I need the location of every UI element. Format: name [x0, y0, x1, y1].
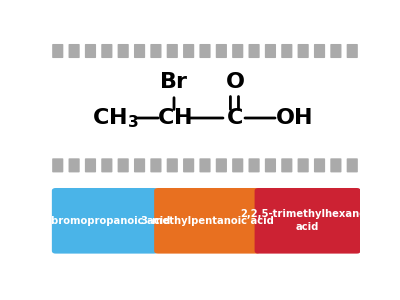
- FancyBboxPatch shape: [134, 158, 145, 172]
- FancyBboxPatch shape: [248, 158, 260, 172]
- FancyBboxPatch shape: [248, 44, 260, 58]
- FancyBboxPatch shape: [330, 158, 342, 172]
- FancyBboxPatch shape: [101, 158, 112, 172]
- Text: $\mathbf{OH}$: $\mathbf{OH}$: [275, 108, 312, 128]
- FancyBboxPatch shape: [347, 44, 358, 58]
- FancyBboxPatch shape: [118, 44, 129, 58]
- FancyBboxPatch shape: [200, 158, 210, 172]
- FancyBboxPatch shape: [85, 44, 96, 58]
- FancyBboxPatch shape: [101, 44, 112, 58]
- FancyBboxPatch shape: [298, 158, 309, 172]
- Text: $\mathbf{Br}$: $\mathbf{Br}$: [159, 72, 189, 92]
- FancyBboxPatch shape: [330, 44, 342, 58]
- FancyBboxPatch shape: [85, 158, 96, 172]
- FancyBboxPatch shape: [314, 44, 325, 58]
- FancyBboxPatch shape: [167, 44, 178, 58]
- FancyBboxPatch shape: [216, 44, 227, 58]
- Text: $\mathbf{CH_3}$: $\mathbf{CH_3}$: [92, 106, 138, 130]
- FancyBboxPatch shape: [347, 158, 358, 172]
- FancyBboxPatch shape: [200, 44, 210, 58]
- FancyBboxPatch shape: [68, 44, 80, 58]
- FancyBboxPatch shape: [281, 44, 292, 58]
- FancyBboxPatch shape: [265, 44, 276, 58]
- FancyBboxPatch shape: [68, 158, 80, 172]
- FancyBboxPatch shape: [298, 44, 309, 58]
- Text: $\mathbf{C}$: $\mathbf{C}$: [226, 108, 243, 128]
- FancyBboxPatch shape: [265, 158, 276, 172]
- FancyBboxPatch shape: [183, 158, 194, 172]
- FancyBboxPatch shape: [281, 158, 292, 172]
- FancyBboxPatch shape: [167, 158, 178, 172]
- Text: 3-methylpentanoic acid: 3-methylpentanoic acid: [141, 216, 274, 226]
- Text: 2-bromopropanoic acid: 2-bromopropanoic acid: [40, 216, 170, 226]
- FancyBboxPatch shape: [52, 44, 63, 58]
- FancyBboxPatch shape: [232, 158, 243, 172]
- FancyBboxPatch shape: [150, 44, 162, 58]
- FancyBboxPatch shape: [52, 158, 63, 172]
- Text: 2,2,5-trimethylhexanoic
acid: 2,2,5-trimethylhexanoic acid: [240, 209, 375, 232]
- FancyBboxPatch shape: [216, 158, 227, 172]
- FancyBboxPatch shape: [183, 44, 194, 58]
- Text: $\mathbf{CH}$: $\mathbf{CH}$: [156, 108, 192, 128]
- FancyBboxPatch shape: [52, 188, 158, 254]
- FancyBboxPatch shape: [150, 158, 162, 172]
- FancyBboxPatch shape: [314, 158, 325, 172]
- FancyBboxPatch shape: [255, 188, 361, 254]
- Text: $\mathbf{O}$: $\mathbf{O}$: [224, 72, 244, 92]
- FancyBboxPatch shape: [118, 158, 129, 172]
- FancyBboxPatch shape: [154, 188, 260, 254]
- FancyBboxPatch shape: [232, 44, 243, 58]
- FancyBboxPatch shape: [134, 44, 145, 58]
